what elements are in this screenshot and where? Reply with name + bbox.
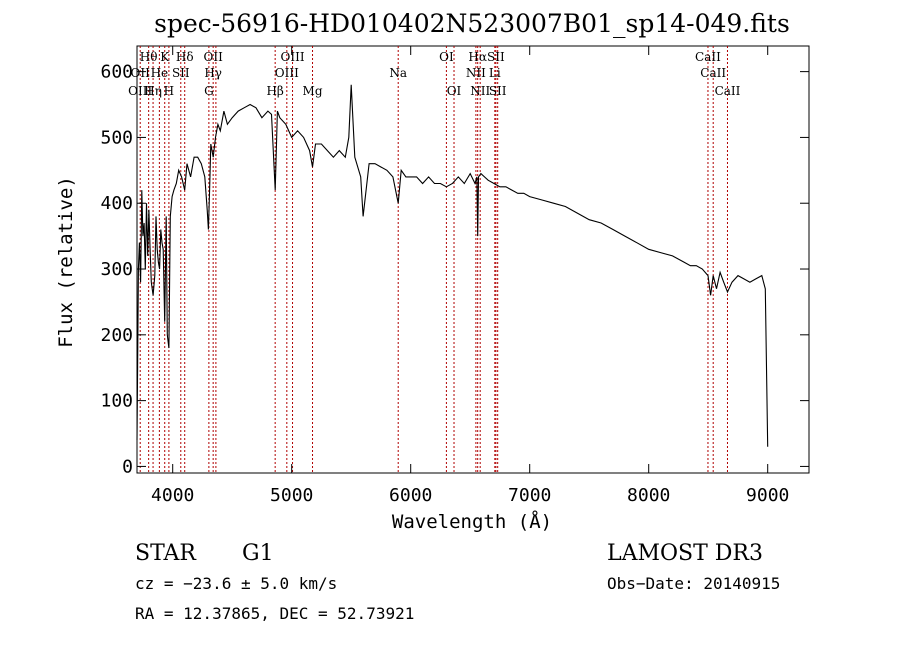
- line-label: H: [164, 84, 174, 98]
- line-label: CaII: [700, 66, 726, 80]
- line-label: OIII: [128, 84, 152, 98]
- line-label: K: [160, 50, 170, 64]
- y-tick-label: 500: [100, 127, 133, 148]
- y-tick-label: 300: [100, 259, 133, 280]
- y-tick-label: 200: [100, 325, 133, 346]
- plot-frame: [136, 45, 810, 474]
- line-label: OII: [203, 50, 223, 64]
- x-tick-label: 8000: [627, 485, 670, 506]
- line-label: Mg: [303, 84, 323, 98]
- line-label: Hγ: [204, 66, 222, 80]
- x-tick-label: 7000: [508, 485, 551, 506]
- y-tick-label: 400: [100, 193, 133, 214]
- x-tick-label: 9000: [746, 485, 789, 506]
- x-axis-label: Wavelength (Å): [392, 510, 552, 533]
- spectrum-line: [136, 84, 769, 447]
- line-label: OI: [439, 50, 454, 64]
- coordinates: RA = 12.37865, DEC = 52.73921: [135, 604, 414, 623]
- line-label: He: [151, 66, 169, 80]
- y-tick-label: 100: [100, 391, 133, 412]
- line-label: CaII: [715, 84, 741, 98]
- observation-date: Obs−Date: 20140915: [607, 574, 780, 593]
- line-markers: [139, 46, 728, 473]
- line-label: Hη: [144, 84, 162, 98]
- y-tick-label: 600: [100, 62, 133, 83]
- line-label: Hα: [468, 50, 487, 64]
- y-axis-ticks: 0 100 200 300 400 500 600: [100, 62, 809, 477]
- object-class: STAR: [135, 541, 197, 566]
- line-label: NII: [470, 84, 490, 98]
- line-label: Hδ: [176, 50, 194, 64]
- line-label: SII: [487, 50, 505, 64]
- line-label: Li: [489, 66, 501, 80]
- line-label: OI: [447, 84, 462, 98]
- line-label: NII: [466, 66, 486, 80]
- y-tick-label: 0: [122, 456, 133, 477]
- line-label: G: [204, 84, 214, 98]
- x-tick-label: 4000: [151, 485, 194, 506]
- y-axis-label: Flux (relative): [55, 176, 77, 348]
- x-tick-label: 5000: [270, 485, 313, 506]
- x-axis-ticks: 4000 5000 6000 7000 8000 9000: [151, 46, 789, 506]
- x-tick-label: 6000: [389, 485, 432, 506]
- line-label: Na: [389, 66, 407, 80]
- line-label: Hθ: [140, 50, 158, 64]
- object-subclass: G1: [242, 541, 274, 566]
- line-label: OII: [131, 66, 151, 80]
- survey-name: LAMOST DR3: [607, 541, 763, 566]
- chart-title: spec-56916-HD010402N523007B01_sp14-049.f…: [154, 9, 790, 38]
- line-label: SII: [172, 66, 190, 80]
- redshift-velocity: cz = −23.6 ± 5.0 km/s: [135, 574, 337, 593]
- line-label: Hβ: [266, 84, 283, 98]
- line-label: CaII: [695, 50, 721, 64]
- line-label: OIII: [275, 66, 299, 80]
- line-label: SII: [489, 84, 507, 98]
- line-label: OIII: [281, 50, 305, 64]
